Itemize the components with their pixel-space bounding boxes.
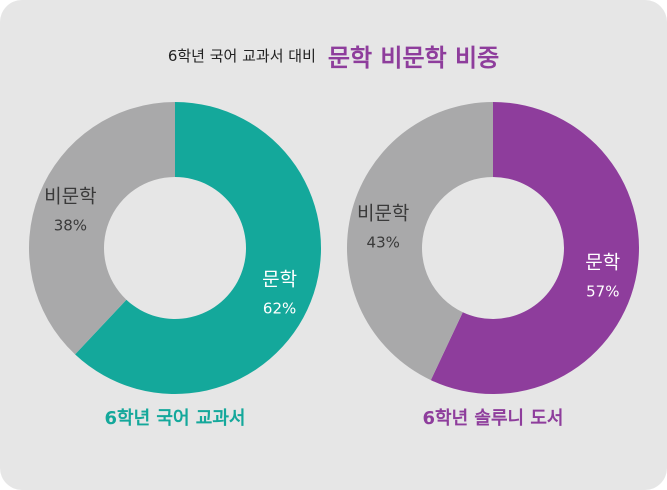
- donut-slice-soluny-literature: [430, 102, 640, 395]
- donut-slice-textbook-nonfiction: [28, 102, 175, 355]
- chart-main-title: 문학 비문학 비중: [327, 44, 500, 72]
- slice-value-soluny-literature: 57%: [586, 283, 619, 301]
- slice-value-textbook-nonfiction: 38%: [54, 217, 87, 235]
- donut-slice-textbook-literature: [75, 102, 321, 394]
- slice-label-textbook-nonfiction: 비문학: [44, 186, 96, 208]
- chart-subtitle: 6학년 국어 교과서 대비: [167, 47, 316, 65]
- slice-value-soluny-nonfiction: 43%: [367, 233, 400, 251]
- slice-label-textbook-literature: 문학: [262, 268, 297, 290]
- donut-slice-soluny-nonfiction: [347, 101, 493, 381]
- slice-value-textbook-literature: 62%: [263, 299, 296, 317]
- slice-label-soluny-literature: 문학: [585, 252, 620, 274]
- chart-title: 6학년 국어 교과서 대비 문학 비문학 비중: [0, 38, 667, 73]
- donut-caption-textbook: 6학년 국어 교과서: [104, 408, 246, 429]
- slice-label-soluny-nonfiction: 비문학: [357, 202, 409, 224]
- donut-caption-soluny: 6학년 솔루니 도서: [422, 408, 564, 429]
